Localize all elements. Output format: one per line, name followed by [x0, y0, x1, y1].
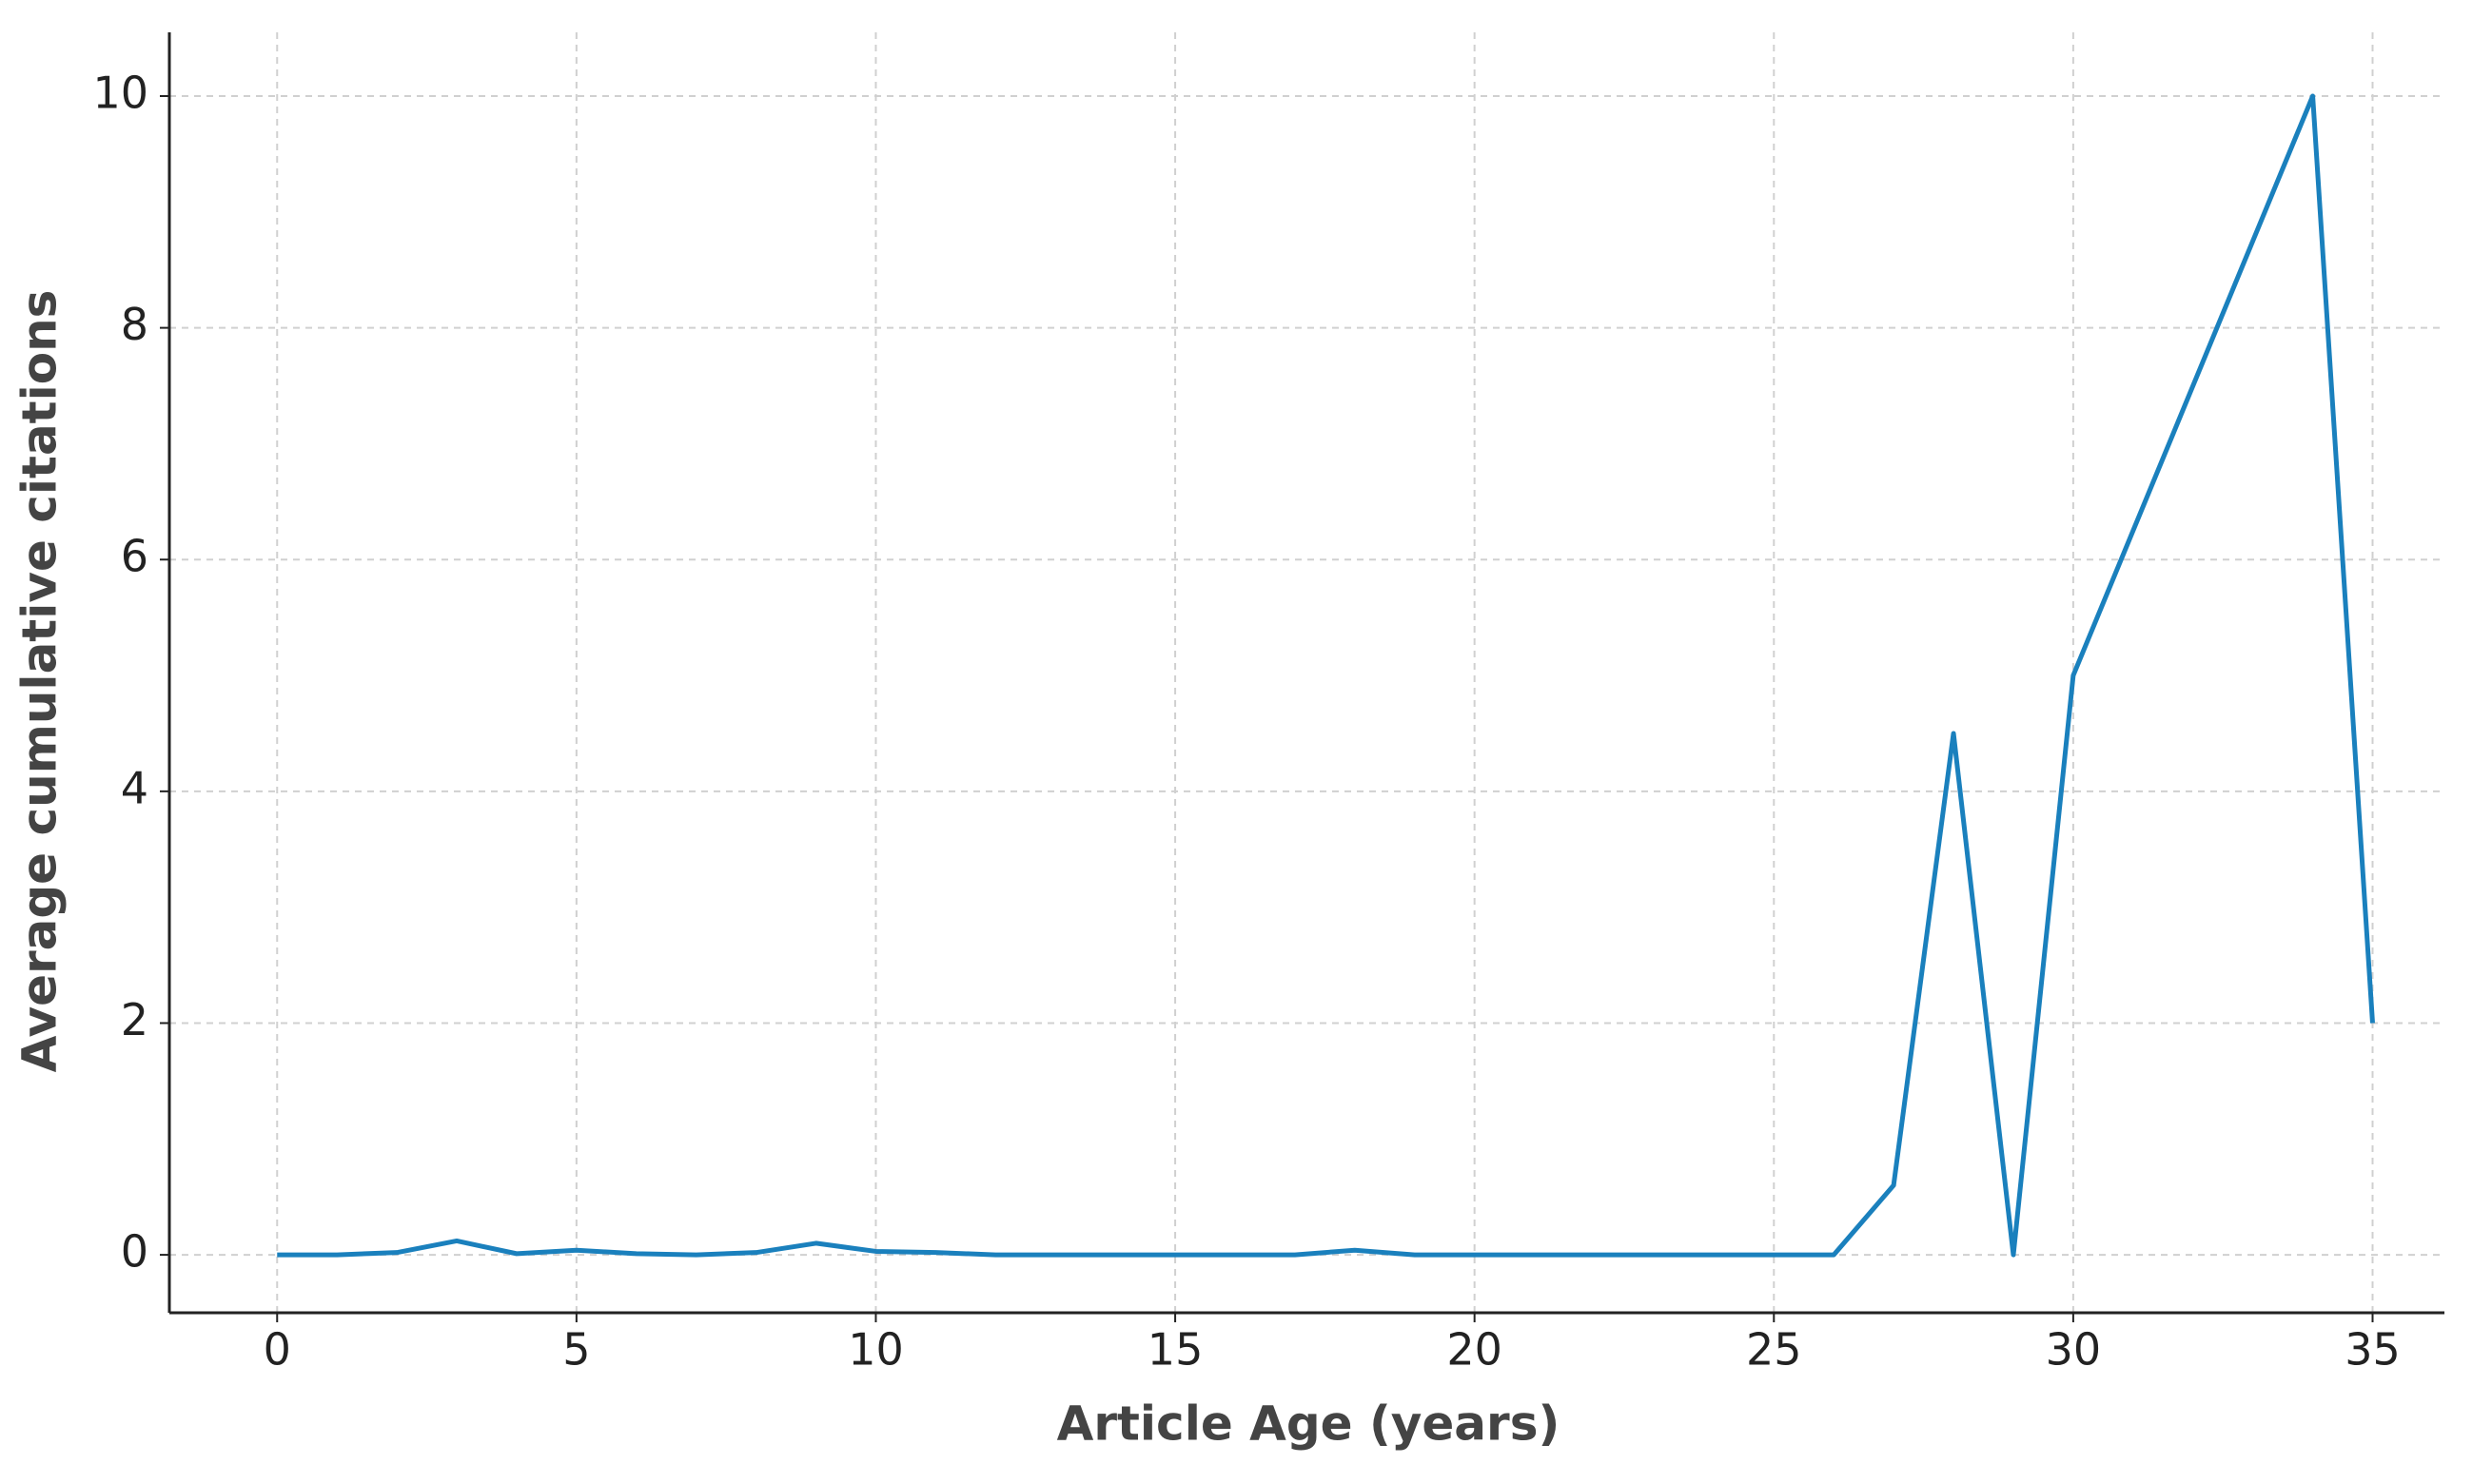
- x-tick-label: 20: [1446, 1324, 1502, 1376]
- y-tick-label: 4: [121, 762, 148, 813]
- y-tick-label: 2: [121, 994, 148, 1045]
- line: [277, 93, 2375, 1258]
- x-tick-label: 0: [264, 1324, 291, 1376]
- x-tick-label: 35: [2345, 1324, 2401, 1376]
- y-tick-label: 8: [121, 299, 148, 350]
- y-axis-label: Average cumulative citations: [12, 290, 68, 1073]
- x-tick-label: 25: [1746, 1324, 1802, 1376]
- y-tick-label: 6: [121, 531, 148, 582]
- x-tick-label: 15: [1148, 1324, 1204, 1376]
- x-axis-label: Article Age (years): [1057, 1396, 1560, 1452]
- y-tick-label: 0: [121, 1226, 148, 1278]
- x-tick-label: 10: [848, 1324, 904, 1376]
- y-tick-label: 10: [92, 67, 148, 118]
- x-tick-label: 5: [562, 1324, 590, 1376]
- x-tick-label: 30: [2046, 1324, 2102, 1376]
